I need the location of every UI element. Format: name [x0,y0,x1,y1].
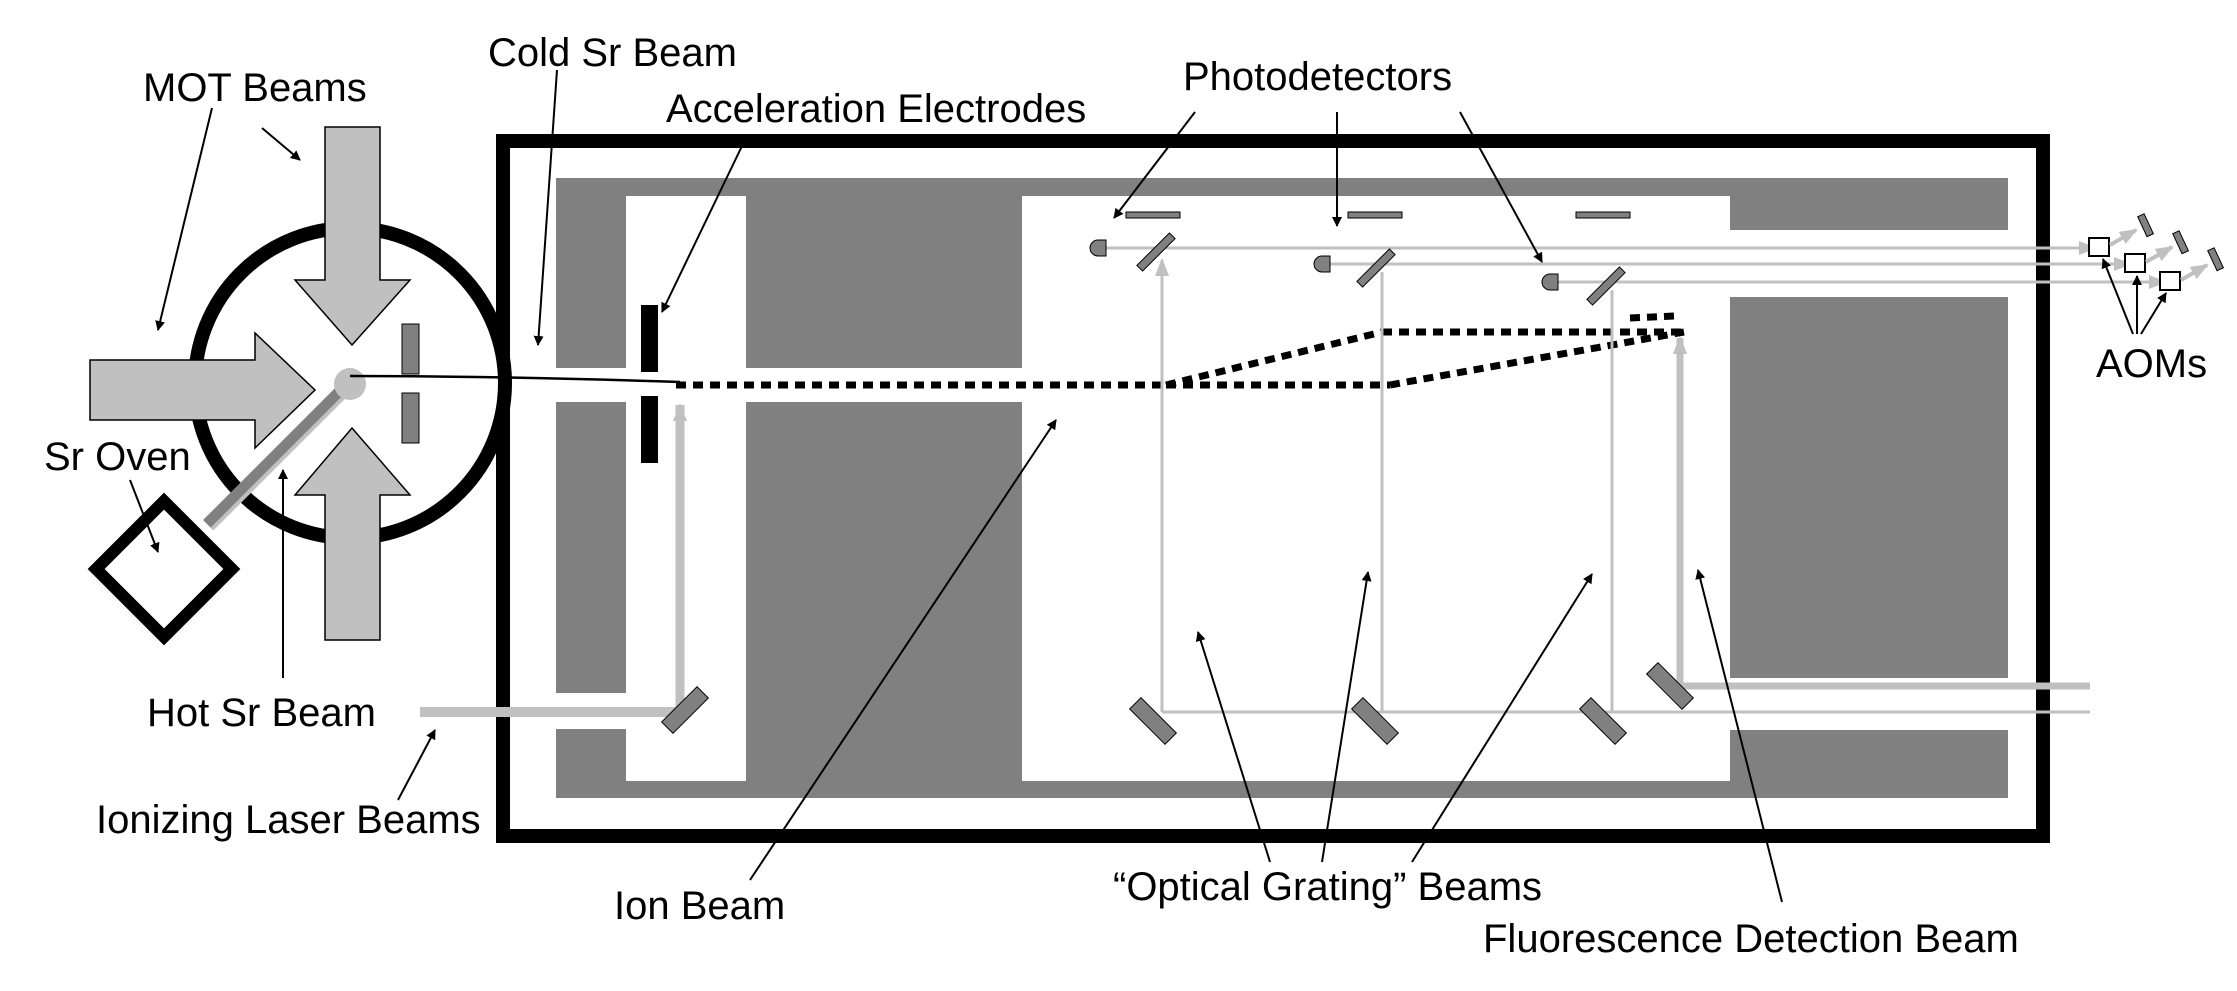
mot-beams [89,126,412,641]
mot-atom-cloud [334,368,366,400]
label-ion-beam: Ion Beam [614,884,785,928]
label-sr-oven: Sr Oven [44,435,191,479]
aom-output-mirrors [2137,213,2225,272]
aom-outputs [2109,228,2209,282]
aoms [2088,237,2181,291]
sr-oven [87,492,241,646]
label-fluorescence-detection-beam: Fluorescence Detection Beam [1483,917,2019,961]
label-hot-sr-beam: Hot Sr Beam [147,691,376,735]
acceleration-electrodes [641,305,658,463]
label-aoms: AOMs [2096,342,2207,386]
fluorescence-detection-beam [1673,336,2090,690]
label-optical-grating-beams: “Optical Grating” Beams [1113,865,1542,909]
top-mirrors [1125,211,1631,219]
ionizing-mirror [660,685,710,735]
vacuum-chamber [496,134,2050,843]
hot-sr-beam-tube [203,378,355,530]
beamsplitters [1136,232,1626,306]
mot-electrodes [401,323,420,444]
photodetectors [1089,239,1559,291]
grating-mirrors [1128,661,1695,746]
optical-grating-beams [1096,241,2167,714]
leader-lines [129,69,2167,903]
cold-sr-beam [349,374,681,384]
label-ionizing-laser-beams: Ionizing Laser Beams [96,798,481,842]
label-acceleration-electrodes: Acceleration Electrodes [666,87,1086,131]
label-photodetectors: Photodetectors [1183,55,1452,99]
ion-beam [676,312,1685,389]
label-cold-sr-beam: Cold Sr Beam [488,31,737,75]
label-mot-beams: MOT Beams [143,66,367,110]
ionizing-laser-beams [420,403,710,735]
